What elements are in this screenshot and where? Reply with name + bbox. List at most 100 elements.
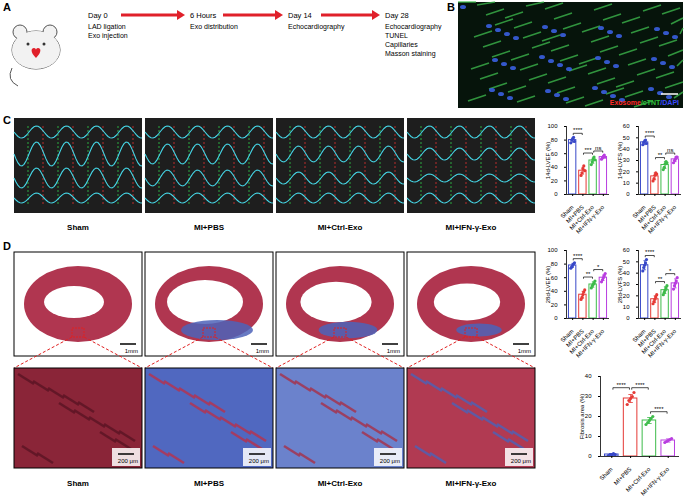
svg-text:B: B	[447, 1, 455, 13]
svg-text:60: 60	[551, 275, 558, 281]
svg-text:MI+Ctrl-Exo: MI+Ctrl-Exo	[568, 328, 596, 355]
svg-text:MI+PBS: MI+PBS	[637, 204, 657, 225]
svg-text:MI+IFN-γ-Exo: MI+IFN-γ-Exo	[446, 223, 497, 232]
svg-text:MI+PBS: MI+PBS	[637, 328, 657, 349]
svg-text:100: 100	[547, 247, 558, 253]
svg-text:MI+PBS: MI+PBS	[194, 223, 225, 232]
svg-text:****: ****	[617, 382, 627, 388]
svg-text:1mm: 1mm	[256, 348, 269, 354]
svg-text:Day 14: Day 14	[288, 11, 312, 20]
svg-text:****: ****	[645, 249, 655, 255]
svg-text:****: ****	[573, 127, 583, 133]
svg-text:60: 60	[623, 247, 630, 253]
svg-text:**: **	[658, 152, 663, 158]
svg-text:0: 0	[588, 453, 592, 459]
svg-text:10: 10	[623, 304, 630, 310]
svg-text:20: 20	[623, 169, 630, 175]
svg-text:C: C	[3, 114, 11, 126]
svg-text:MI+Ctrl-Exo: MI+Ctrl-Exo	[568, 204, 596, 231]
svg-text:20: 20	[623, 293, 630, 299]
svg-text:100: 100	[547, 123, 558, 129]
svg-text:MI+Ctrl-Exo: MI+Ctrl-Exo	[624, 466, 652, 493]
svg-text:MI+PBS: MI+PBS	[612, 466, 633, 487]
svg-text:0: 0	[554, 315, 558, 321]
svg-text:MI+Ctrl-Exo: MI+Ctrl-Exo	[640, 328, 668, 355]
svg-text:Fibrosis area (%): Fibrosis area (%)	[579, 394, 585, 440]
svg-text:30: 30	[623, 281, 630, 287]
svg-text:ns: ns	[595, 145, 601, 151]
svg-text:200 μm: 200 μm	[380, 458, 400, 464]
svg-text:80: 80	[551, 261, 558, 267]
svg-text:LAD ligation: LAD ligation	[88, 23, 126, 31]
svg-text:0: 0	[554, 191, 558, 197]
svg-text:***: ***	[584, 147, 592, 153]
svg-text:200 μm: 200 μm	[118, 458, 138, 464]
svg-text:40: 40	[551, 288, 558, 294]
svg-text:**: **	[586, 271, 591, 277]
svg-text:10: 10	[585, 433, 592, 439]
svg-text:TUNEL: TUNEL	[385, 32, 408, 39]
svg-text:20: 20	[585, 413, 592, 419]
svg-text:28d-LVFS (%): 28d-LVFS (%)	[617, 266, 623, 304]
svg-text:0: 0	[626, 191, 630, 197]
svg-text:Sham: Sham	[599, 466, 614, 481]
svg-text:50: 50	[623, 259, 630, 265]
svg-text:Exosome/cTNT/DAPI: Exosome/cTNT/DAPI	[610, 99, 679, 106]
svg-text:1mm: 1mm	[518, 348, 531, 354]
svg-text:1mm: 1mm	[125, 348, 138, 354]
svg-text:MI+IFN-γ-Exo: MI+IFN-γ-Exo	[647, 204, 678, 235]
svg-text:0: 0	[626, 315, 630, 321]
svg-text:60: 60	[623, 123, 630, 129]
svg-text:MI+Ctrl-Exo: MI+Ctrl-Exo	[318, 479, 363, 488]
svg-text:Exo distribution: Exo distribution	[190, 23, 238, 30]
svg-text:MI+IFN-γ-Exo: MI+IFN-γ-Exo	[575, 328, 606, 359]
svg-text:30: 30	[585, 393, 592, 399]
svg-text:****: ****	[654, 406, 664, 412]
svg-text:1mm: 1mm	[387, 348, 400, 354]
svg-text:Day 28: Day 28	[385, 11, 409, 20]
svg-text:80: 80	[551, 137, 558, 143]
svg-text:MI+IFN-γ-Exo: MI+IFN-γ-Exo	[446, 479, 497, 488]
svg-text:50: 50	[623, 135, 630, 141]
svg-text:20: 20	[551, 178, 558, 184]
svg-text:30: 30	[623, 157, 630, 163]
svg-text:A: A	[3, 1, 11, 13]
svg-text:Capillaries: Capillaries	[385, 41, 418, 49]
svg-text:*: *	[669, 268, 672, 274]
svg-text:40: 40	[585, 373, 592, 379]
svg-text:****: ****	[635, 382, 645, 388]
svg-text:14d-LVEF (%): 14d-LVEF (%)	[545, 142, 551, 180]
svg-text:40: 40	[623, 270, 630, 276]
svg-text:MI+PBS: MI+PBS	[565, 328, 585, 349]
svg-text:20: 20	[551, 302, 558, 308]
svg-text:MI+Ctrl-Exo: MI+Ctrl-Exo	[640, 204, 668, 231]
svg-text:**: **	[658, 276, 663, 282]
svg-text:200 μm: 200 μm	[511, 458, 531, 464]
svg-text:MI+PBS: MI+PBS	[565, 204, 585, 225]
svg-text:Echocardiography: Echocardiography	[288, 23, 345, 31]
svg-text:10: 10	[623, 180, 630, 186]
svg-text:Masson staining: Masson staining	[385, 50, 436, 58]
svg-text:60: 60	[551, 151, 558, 157]
svg-text:D: D	[3, 240, 11, 252]
svg-text:MI+IFN-γ-Exo: MI+IFN-γ-Exo	[575, 204, 606, 235]
svg-text:40: 40	[623, 146, 630, 152]
svg-text:MI+Ctrl-Exo: MI+Ctrl-Exo	[318, 223, 363, 232]
svg-text:ns: ns	[667, 147, 673, 153]
svg-text:28d-LVEF (%): 28d-LVEF (%)	[545, 266, 551, 304]
svg-text:*: *	[597, 264, 600, 270]
svg-text:MI+IFN-γ-Exo: MI+IFN-γ-Exo	[647, 328, 678, 359]
svg-text:Sham: Sham	[67, 223, 89, 232]
svg-text:MI+PBS: MI+PBS	[194, 479, 225, 488]
svg-text:200 μm: 200 μm	[249, 458, 269, 464]
svg-text:MI+IFN-γ-Exo: MI+IFN-γ-Exo	[640, 466, 671, 497]
svg-text:****: ****	[573, 253, 583, 259]
svg-text:Exo injection: Exo injection	[88, 32, 128, 40]
svg-text:Echocardiography: Echocardiography	[385, 23, 442, 31]
svg-text:****: ****	[645, 130, 655, 136]
svg-text:Day 0: Day 0	[88, 11, 108, 20]
svg-text:14d-LVFS (%): 14d-LVFS (%)	[617, 142, 623, 180]
svg-text:6 Hours: 6 Hours	[190, 11, 217, 20]
svg-text:40: 40	[551, 164, 558, 170]
svg-text:Sham: Sham	[67, 479, 89, 488]
